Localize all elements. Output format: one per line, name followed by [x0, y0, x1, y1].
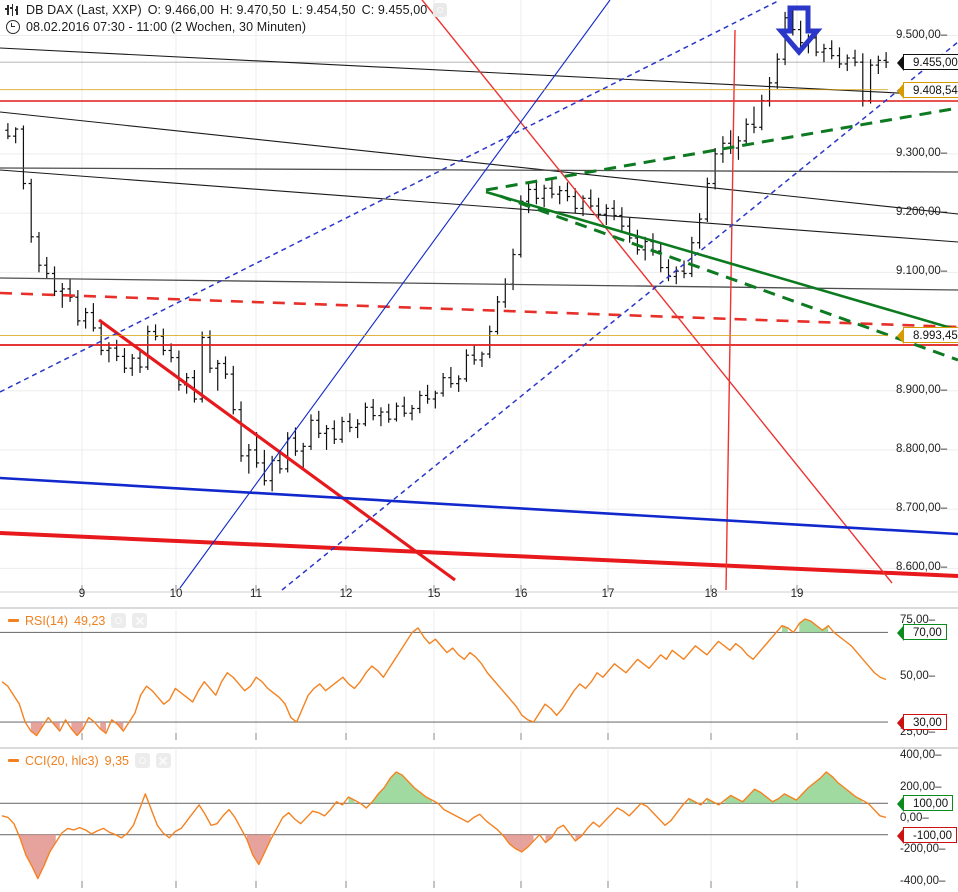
blue-solid-rising: [179, 0, 611, 589]
rsi-plot: [0, 618, 888, 737]
cci-color-swatch: [8, 759, 19, 762]
resistance-gray-2: [0, 277, 958, 291]
blue-solid-flat: [0, 476, 958, 536]
time-axis-label: 12: [339, 588, 353, 600]
time-axis-label: 19: [790, 588, 804, 600]
time-axis-label: 10: [169, 588, 183, 600]
resistance-black-2: [0, 111, 958, 215]
axis-tick-label: 200,00–: [900, 780, 942, 793]
cci-plot: [0, 771, 888, 880]
green-dashed-rising: [485, 106, 958, 192]
axis-tick-label: -200,00–: [900, 843, 946, 856]
rsi-level-badge[interactable]: 30,00: [897, 714, 947, 732]
rsi-value: 49,23: [74, 613, 106, 628]
rsi-legend: RSI(14) 49,23: [8, 613, 148, 628]
time-axis-label: 15: [427, 588, 441, 600]
cci-label: CCI(20, hlc3): [25, 753, 99, 768]
gear-icon[interactable]: [433, 3, 448, 17]
price-ohlc-bars: [5, 7, 889, 492]
blue-down-arrow: [775, 5, 823, 56]
resistance-black-1: [0, 47, 958, 97]
rsi-label: RSI(14): [25, 613, 69, 628]
green-dashed-falling: [499, 194, 958, 362]
axis-tick-label: 9.500,00–: [896, 28, 948, 41]
rsi-close-icon[interactable]: [132, 613, 148, 628]
price-marker-badge[interactable]: 8.993,45: [897, 327, 958, 345]
red-bold-falling: [98, 318, 456, 582]
red-thin-steep-down: [421, 0, 893, 584]
axis-tick-label: 8.700,00–: [896, 502, 948, 515]
time-axis-label: 16: [514, 588, 528, 600]
price-marker-badge[interactable]: 9.408,54: [897, 81, 958, 99]
price-marker-lines: [0, 61, 888, 336]
resistance-gray-1: [0, 167, 958, 173]
red-thin-steep-down-2: [725, 29, 736, 591]
rsi-color-swatch: [8, 619, 19, 622]
axis-tick-label: 9.300,00–: [896, 146, 948, 159]
green-solid-falling: [485, 190, 958, 332]
axis-tick-label: 8.600,00–: [896, 561, 948, 574]
axis-tick-label: 8.900,00–: [896, 383, 948, 396]
axis-tick-label: 8.800,00–: [896, 442, 948, 455]
red-dashed-down: [0, 291, 958, 329]
blue-dashed-2: [281, 41, 958, 591]
cci-legend: CCI(20, hlc3) 9,35: [8, 753, 171, 768]
axis-tick-label: 400,00–: [900, 749, 942, 762]
price-marker-badge[interactable]: 9.455,00: [897, 54, 958, 72]
cci-settings-icon[interactable]: [134, 753, 150, 768]
time-axis-label: 17: [601, 588, 615, 600]
red-bold-lower: [0, 531, 958, 578]
rsi-settings-icon[interactable]: [111, 613, 127, 628]
axis-tick-label: 75,00–: [900, 614, 936, 627]
axis-tick-label: 9.200,00–: [896, 206, 948, 219]
axis-tick-label: -400,00–: [900, 874, 946, 887]
time-axis-label: 18: [704, 588, 718, 600]
blue-dashed-1: [0, 0, 781, 393]
axis-tick-label: 0,00–: [900, 812, 929, 824]
cci-close-icon[interactable]: [155, 753, 171, 768]
cci-value: 9,35: [104, 753, 129, 768]
cci-level-badge[interactable]: -100,00: [896, 826, 958, 844]
support-black-3: [0, 169, 958, 243]
axis-tick-label: 9.100,00–: [896, 265, 948, 278]
axis-tick-label: 50,00–: [900, 670, 936, 683]
rsi-level-badge[interactable]: 70,00: [897, 624, 947, 642]
time-axis-label: 11: [250, 588, 262, 600]
cci-level-badge[interactable]: 100,00: [896, 795, 954, 813]
trendlines: [0, 0, 958, 591]
time-axis-label: 9: [78, 588, 86, 600]
